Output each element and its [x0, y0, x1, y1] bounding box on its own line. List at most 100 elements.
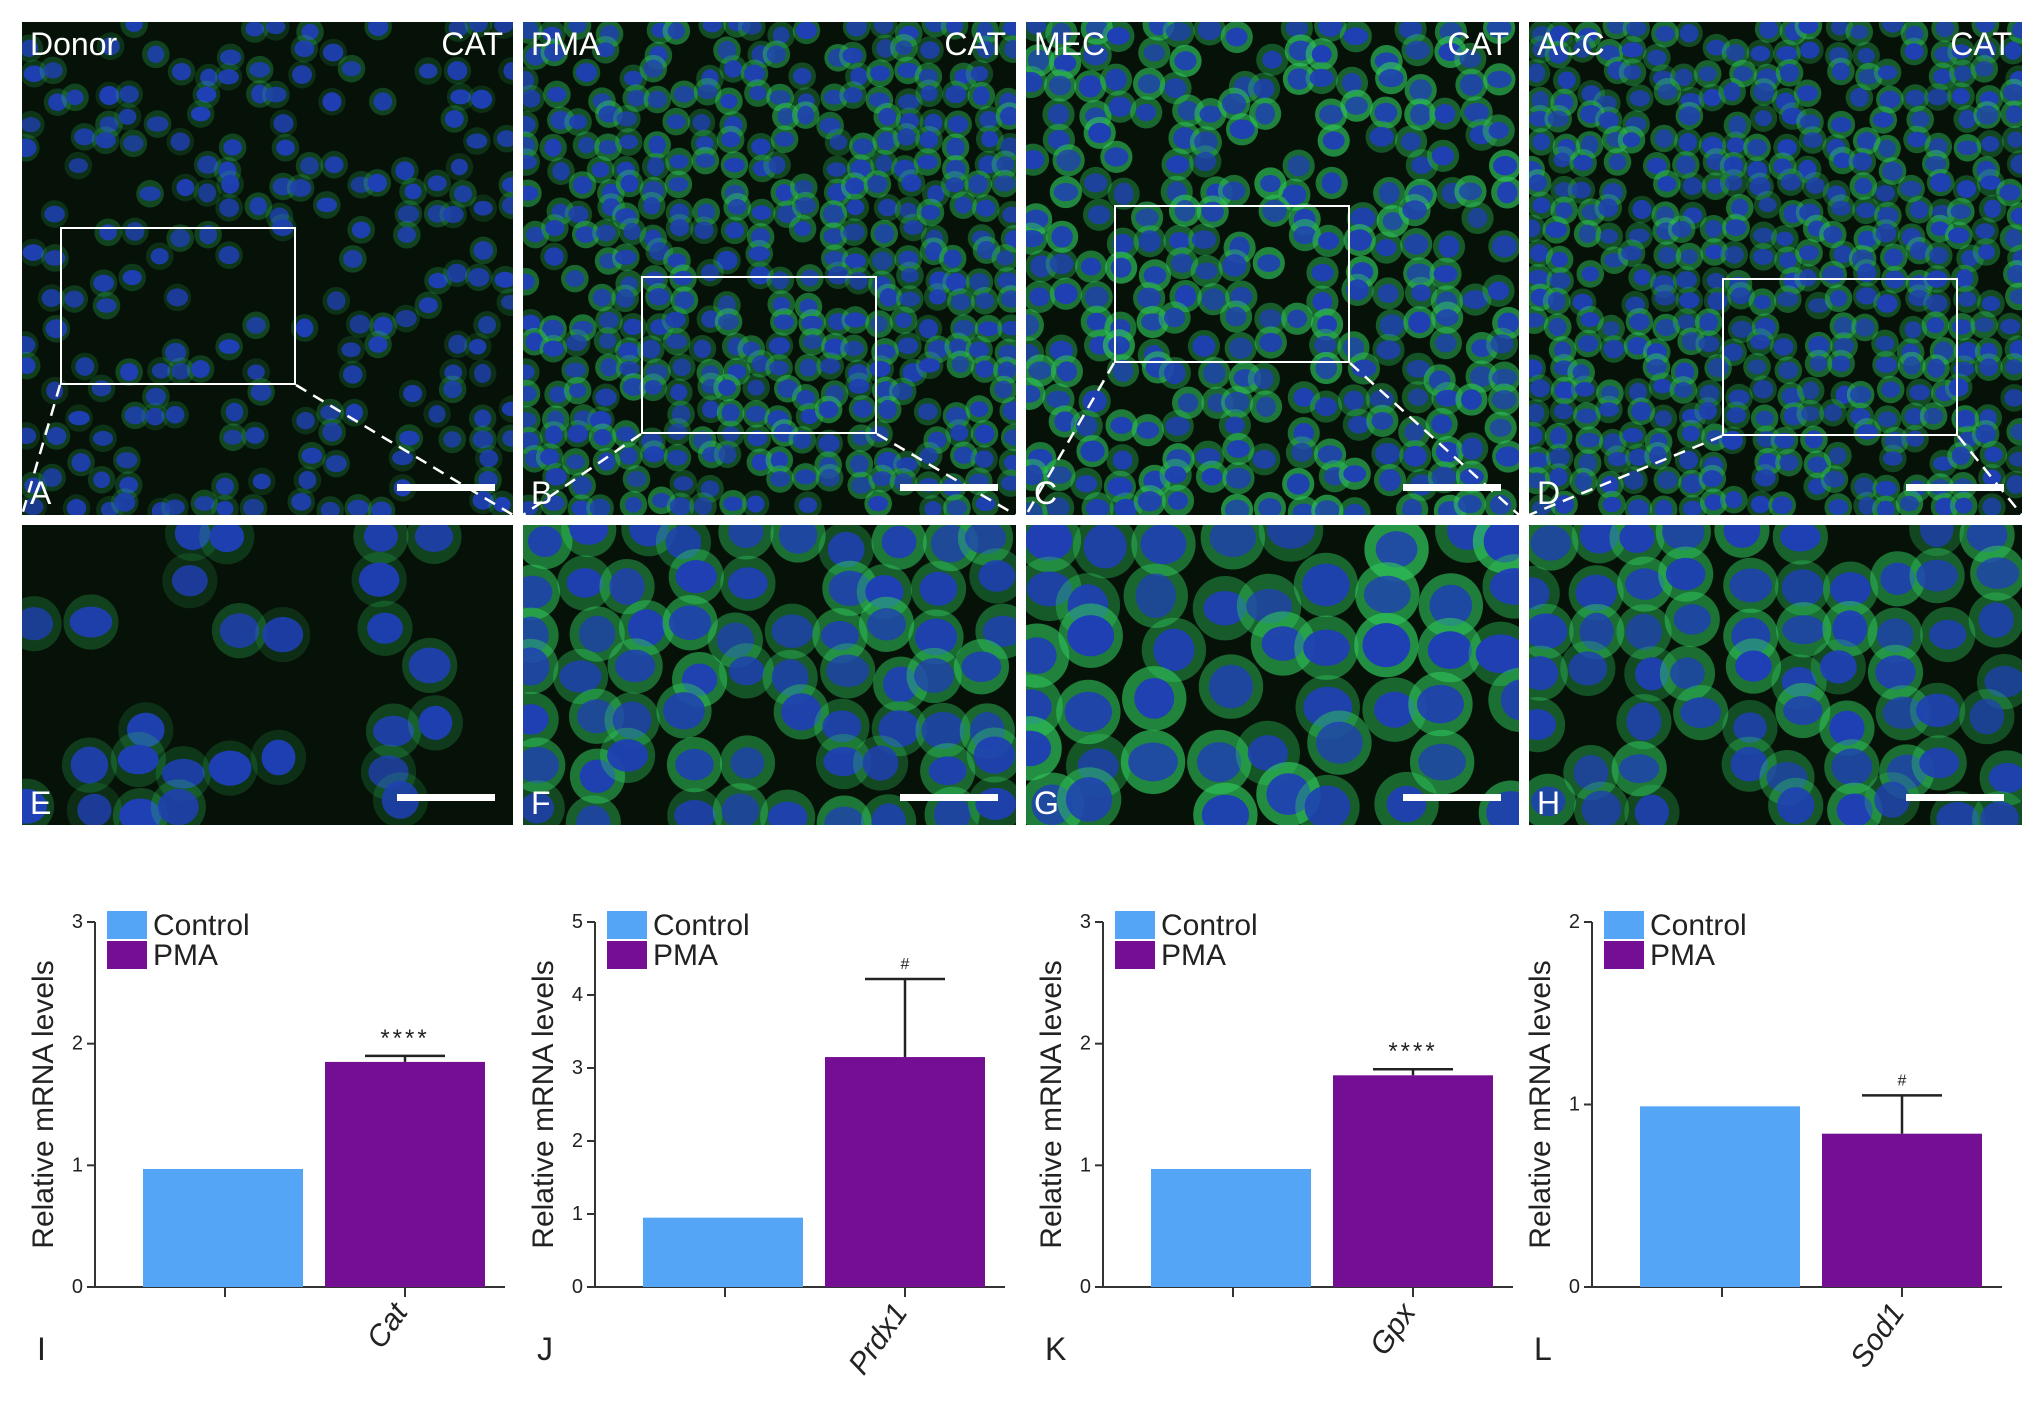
legend-label: Control — [1650, 909, 1747, 942]
legend-label: Control — [153, 909, 250, 942]
micrograph-b: PMA CAT B — [523, 22, 1016, 515]
group-label: MEC — [1034, 26, 1106, 62]
tissue-texture — [523, 525, 1016, 825]
y-tick-label: 3 — [1080, 911, 1091, 933]
y-tick-label: 5 — [572, 911, 583, 933]
scale-bar — [397, 484, 495, 491]
legend-label: PMA — [653, 939, 718, 972]
mrna-bar-charts: 0 1 2 3 Relative mRNA levels **** Control PMA I C… — [0, 830, 2040, 1410]
bar-control — [643, 1217, 803, 1287]
micrograph-c: MEC CAT C — [1026, 22, 1519, 515]
legend-swatch — [1115, 911, 1155, 939]
stain-label: CAT — [944, 26, 1006, 62]
zoom-box — [641, 276, 877, 434]
y-tick-label: 1 — [1080, 1154, 1091, 1176]
micrograph-a: Donor CAT A — [22, 22, 513, 515]
y-tick-label: 0 — [572, 1276, 583, 1298]
tissue-texture — [523, 22, 1016, 515]
legend-label: Control — [653, 909, 750, 942]
significance-marker: # — [901, 956, 910, 973]
micrograph-g: G — [1026, 525, 1519, 825]
tissue-texture — [1529, 525, 2022, 825]
y-axis-label: Relative mRNA levels — [1524, 960, 1557, 1248]
y-tick-label: 3 — [72, 911, 83, 933]
legend-swatch — [607, 941, 647, 969]
scale-bar — [1403, 484, 1501, 491]
panel-letter: D — [1537, 475, 1561, 511]
legend-swatch — [1604, 941, 1644, 969]
panel-letter: G — [1034, 785, 1059, 821]
y-axis-label: Relative mRNA levels — [1035, 960, 1068, 1248]
y-tick-label: 4 — [572, 984, 583, 1006]
panel-letter: F — [531, 785, 551, 821]
scale-bar — [900, 794, 998, 801]
legend-swatch — [1115, 941, 1155, 969]
zoom-box — [1114, 205, 1350, 363]
bar-pma — [1333, 1075, 1493, 1287]
bar-pma — [1822, 1133, 1982, 1287]
tissue-texture — [22, 525, 513, 825]
scale-bar — [900, 484, 998, 491]
significance-marker: # — [1898, 1072, 1907, 1089]
bar-pma — [825, 1057, 985, 1287]
y-tick-label: 1 — [72, 1154, 83, 1176]
legend-label: Control — [1161, 909, 1258, 942]
zoom-box — [60, 227, 296, 385]
scale-bar — [1403, 794, 1501, 801]
y-tick-label: 2 — [72, 1033, 83, 1055]
significance-marker: **** — [1388, 1038, 1437, 1065]
y-axis-label: Relative mRNA levels — [27, 960, 60, 1248]
gene-label: Prdx1 — [842, 1297, 914, 1380]
gene-label: Gpx — [1364, 1297, 1423, 1362]
y-tick-label: 2 — [572, 1130, 583, 1152]
legend-label: PMA — [1650, 939, 1715, 972]
zoom-box — [1722, 278, 1958, 436]
legend-swatch — [1604, 911, 1644, 939]
legend-swatch — [107, 941, 147, 969]
panel-letter: A — [30, 475, 52, 511]
group-label: PMA — [531, 26, 601, 62]
y-tick-label: 3 — [572, 1057, 583, 1079]
legend-label: PMA — [1161, 939, 1226, 972]
y-tick-label: 0 — [1569, 1276, 1580, 1298]
panel-letter: B — [531, 475, 553, 511]
scale-bar — [397, 794, 495, 801]
y-tick-label: 1 — [572, 1203, 583, 1225]
y-tick-label: 2 — [1080, 1033, 1091, 1055]
y-tick-label: 0 — [1080, 1276, 1091, 1298]
micrograph-f: F — [523, 525, 1016, 825]
bar-control — [1151, 1168, 1311, 1287]
micrograph-e: E — [22, 525, 513, 825]
y-tick-label: 0 — [72, 1276, 83, 1298]
bar-pma — [325, 1061, 485, 1287]
panel-letter: L — [1534, 1331, 1552, 1367]
group-label: Donor — [30, 26, 118, 62]
y-tick-label: 1 — [1569, 1094, 1580, 1116]
panel-letter: C — [1034, 475, 1058, 511]
micrograph-h: H — [1529, 525, 2022, 825]
y-tick-label: 2 — [1569, 911, 1580, 933]
gene-label: Sod1 — [1844, 1297, 1911, 1373]
panel-letter: J — [537, 1331, 553, 1367]
stain-label: CAT — [1447, 26, 1509, 62]
panel-letter: I — [37, 1331, 46, 1367]
panel-letter: E — [30, 785, 52, 821]
stain-label: CAT — [441, 26, 503, 62]
bar-control — [1640, 1106, 1800, 1287]
y-axis-label: Relative mRNA levels — [527, 960, 560, 1248]
bar-control — [143, 1168, 303, 1287]
panel-letter: H — [1537, 785, 1561, 821]
tissue-texture — [1529, 22, 2022, 515]
legend-swatch — [107, 911, 147, 939]
legend-label: PMA — [153, 939, 218, 972]
group-label: ACC — [1537, 26, 1605, 62]
scale-bar — [1906, 484, 2004, 491]
legend-swatch — [607, 911, 647, 939]
scale-bar — [1906, 794, 2004, 801]
panel-letter: K — [1045, 1331, 1066, 1367]
